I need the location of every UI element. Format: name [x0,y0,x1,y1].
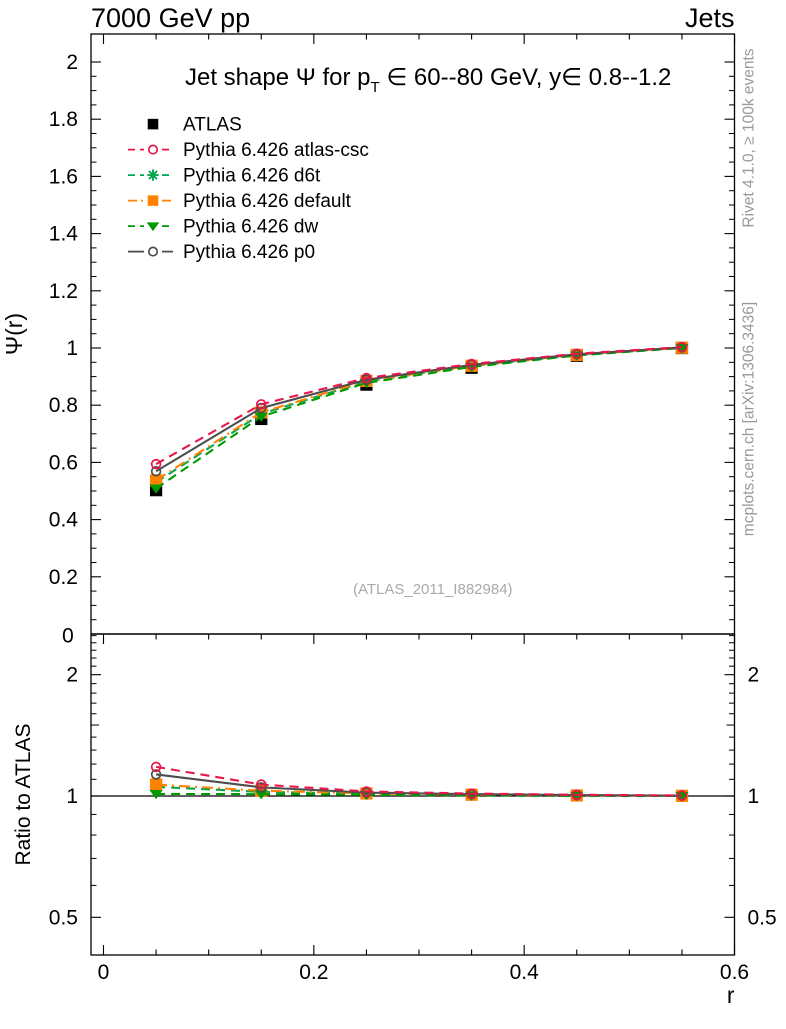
svg-text:(ATLAS_2011_I882984): (ATLAS_2011_I882984) [353,581,513,598]
svg-text:0.5: 0.5 [49,906,78,929]
svg-text:Pythia 6.426 dw: Pythia 6.426 dw [183,217,318,238]
svg-text:1.8: 1.8 [49,108,78,131]
svg-text:Pythia 6.426 p0: Pythia 6.426 p0 [183,242,315,263]
svg-text:0.6: 0.6 [49,451,78,474]
svg-text:1: 1 [66,785,78,808]
svg-text:Pythia 6.426 atlas-csc: Pythia 6.426 atlas-csc [183,140,369,161]
svg-text:1: 1 [748,785,760,808]
svg-text:2: 2 [748,664,760,687]
svg-text:0.2: 0.2 [49,566,78,589]
svg-text:ATLAS: ATLAS [183,115,242,136]
svg-text:2: 2 [66,51,78,74]
svg-text:2: 2 [66,664,78,687]
svg-text:1.4: 1.4 [49,223,79,246]
svg-text:0.4: 0.4 [49,509,79,532]
svg-text:0.4: 0.4 [510,961,540,984]
svg-text:Ψ(r): Ψ(r) [1,313,27,355]
svg-text:mcplots.cern.ch [arXiv:1306.34: mcplots.cern.ch [arXiv:1306.3436] [741,302,758,536]
svg-text:1: 1 [66,337,78,360]
svg-text:0.8: 0.8 [49,394,78,417]
svg-text:Pythia 6.426 default: Pythia 6.426 default [183,191,352,212]
svg-text:Rivet 4.1.0, ≥ 100k events: Rivet 4.1.0, ≥ 100k events [741,48,758,227]
svg-text:0.6: 0.6 [720,961,749,984]
svg-text:Ratio to ATLAS: Ratio to ATLAS [12,723,35,865]
svg-text:0: 0 [98,961,110,984]
svg-text:Jets: Jets [685,3,735,33]
svg-text:7000 GeV pp: 7000 GeV pp [91,3,250,33]
svg-text:0.2: 0.2 [299,961,328,984]
svg-text:0: 0 [62,623,74,646]
svg-text:1.6: 1.6 [49,165,78,188]
svg-text:Pythia 6.426 d6t: Pythia 6.426 d6t [183,166,321,187]
svg-text:Jet shape Ψ for pT ∈ 60--80 Ge: Jet shape Ψ for pT ∈ 60--80 GeV, y∈ 0.8-… [185,64,671,96]
svg-text:0.5: 0.5 [748,906,777,929]
svg-text:1.2: 1.2 [49,280,78,303]
svg-text:r: r [727,982,735,1008]
